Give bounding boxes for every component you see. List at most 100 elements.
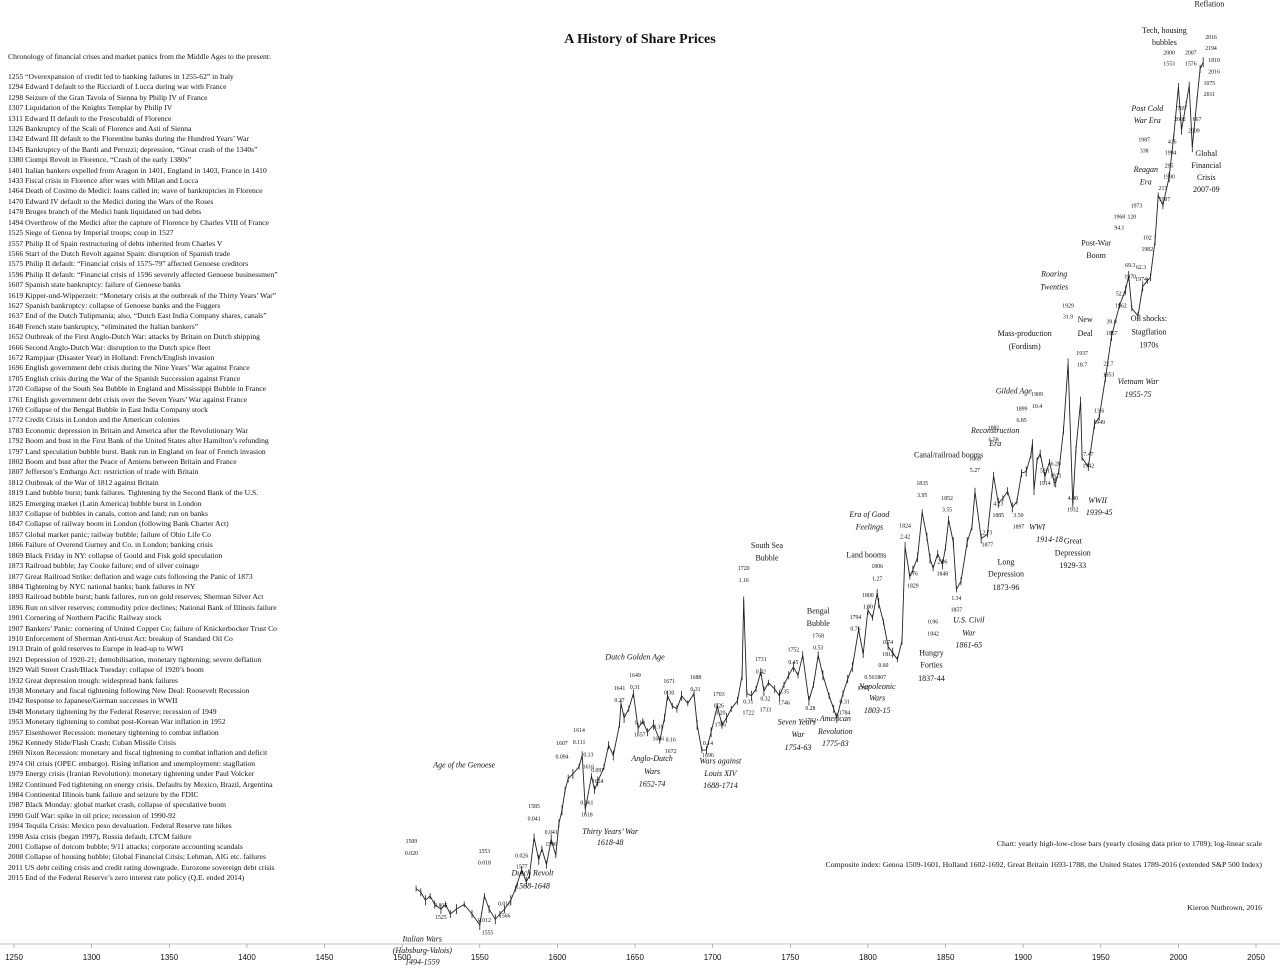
- data-point-label: 2.06: [937, 559, 947, 565]
- data-point-label: 1657: [634, 732, 646, 738]
- era-annotation: Age of the Genoese: [432, 760, 495, 769]
- data-point-label: 2009: [1188, 128, 1200, 134]
- chronology-item: 1797 Land speculation bubble burst. Bank…: [8, 446, 266, 456]
- data-point-label: 1614: [573, 728, 585, 734]
- data-point-label: 69.3: [1125, 263, 1135, 269]
- data-point-label: 0.35: [779, 690, 789, 696]
- era-annotation: Bubble: [755, 554, 779, 563]
- chronology-item: 1311 Edward II default to the Frescobald…: [8, 113, 172, 123]
- chronology-item: 1619 Kipper-und-Wipperzeit: “Monetary cr…: [8, 290, 277, 300]
- data-point-label: 1746: [778, 701, 790, 707]
- data-point-label: 2016: [1208, 69, 1220, 75]
- chronology-item: 1607 Spanish state bankruptcy: failure o…: [8, 280, 181, 290]
- era-annotation: 1775-83: [822, 739, 849, 748]
- data-point-label: 0.31: [743, 699, 753, 705]
- chronology-item: 1294 Edward I default to the Ricciardi o…: [8, 82, 227, 92]
- data-point-label: 1672: [665, 749, 677, 755]
- chronology-item: 1761 English government debt crisis over…: [8, 394, 248, 404]
- data-point-label: 0.13: [583, 753, 593, 759]
- chronology-item: 1525 Siege of Genoa by Imperial troops; …: [8, 228, 174, 238]
- annotation-layer: Age of the Genoese Italian Wars (Habsburg-…: [393, 0, 1225, 966]
- chronology-item: 1720 Collapse of the South Sea Bubble in…: [8, 384, 266, 394]
- price-series-line: [415, 62, 1204, 927]
- era-annotation: bubbles: [1152, 38, 1177, 47]
- data-point-label: 0.60: [878, 663, 888, 669]
- era-annotation: Mass-production: [998, 329, 1052, 338]
- chronology-item: 1932 Great depression trough: widespread…: [8, 675, 178, 685]
- chronology-item: 1401 Italian bankers expelled from Arago…: [8, 165, 267, 175]
- era-annotation: Bubble: [807, 619, 831, 628]
- data-point-label: 0.015: [498, 901, 511, 907]
- data-point-label: 2011: [1204, 92, 1215, 98]
- chronology-item: 1969 Nixon Recession: monetary and fisca…: [8, 748, 268, 758]
- data-point-label: 2.42: [900, 535, 910, 541]
- data-point-label: 1703: [713, 692, 725, 698]
- chronology-item: 1962 Kennedy Slide/Flash Crash; Cuban Mi…: [8, 738, 176, 747]
- chronology-item: 1792 Boom and bust in the First Bank of …: [8, 436, 269, 446]
- era-annotation: 1837-44: [918, 674, 945, 683]
- data-point-label: 1624: [592, 779, 604, 785]
- x-tick-label: 1550: [471, 953, 489, 962]
- chronology-item: 1769 Collapse of the Bengal Bubble in Ea…: [8, 405, 208, 414]
- data-point-label: 1.76: [908, 572, 918, 578]
- era-annotation: 1494-1559: [405, 957, 440, 966]
- x-tick-label: 1350: [160, 953, 178, 962]
- chronology-item: 1884 Tightening by NYC national banks; b…: [8, 581, 196, 591]
- chronology-item: 1637 End of the Dutch Tulipmania; also, …: [8, 311, 267, 321]
- era-annotation: Vietnam War: [1117, 377, 1159, 386]
- data-point-label: 0.16: [666, 738, 676, 744]
- data-point-label: 0.56: [864, 675, 874, 681]
- data-point-label: 667: [1193, 117, 1202, 123]
- chronology-item: 1464 Death of Cosimo de Medici: loans ca…: [8, 186, 263, 196]
- chronology-item: 1979 Energy crisis (Iranian Revolution):…: [8, 769, 255, 779]
- data-point-label: 1.00: [863, 605, 873, 611]
- chronology-item: 2001 Collapse of dotcom bubble; 9/11 att…: [8, 842, 243, 852]
- data-point-label: 0.041: [528, 817, 541, 823]
- data-point-label: 1.34: [951, 596, 961, 602]
- data-point-label: 1957: [1106, 331, 1118, 337]
- chronology-item: 1470 Edward IV default to the Medici dur…: [8, 196, 214, 206]
- chronology-item: 1672 Rampjaar (Disaster Year) in Holland…: [8, 352, 215, 362]
- data-point-label: 31.9: [1063, 315, 1073, 321]
- data-point-label: 13.6: [1094, 409, 1104, 415]
- chronology-item: 1255 “Overexpansion of credit led to ban…: [8, 72, 234, 81]
- data-point-label: 1794: [850, 615, 862, 621]
- chronology-item: 1596 Philip II default: “Financial crisi…: [8, 269, 278, 279]
- chronology-item: 1994 Tequila Crisis: Mexico peso devalua…: [8, 821, 232, 831]
- data-point-label: 1829: [907, 584, 919, 590]
- chronology-item: 1326 Bankruptcy of the Scali of Florence…: [8, 124, 192, 134]
- chart-title: A History of Share Prices: [564, 32, 716, 47]
- era-annotation: 1861-65: [955, 641, 982, 650]
- data-point-label: 1671: [663, 679, 675, 685]
- chronology-heading: Chronology of financial crises and marke…: [8, 52, 271, 61]
- data-point-label: 6.58: [989, 437, 999, 443]
- data-point-label: 0.96: [928, 619, 938, 625]
- data-point-label: 39.0: [1107, 320, 1117, 326]
- chronology-item: 2011 US debt ceiling crisis and credit r…: [8, 862, 275, 872]
- chronology-item: 1825 Emerging market (Latin America) bub…: [8, 498, 202, 508]
- data-point-label: 2194: [1205, 46, 1217, 52]
- data-point-label: 0.020: [405, 851, 418, 857]
- x-tick-label: 1300: [83, 953, 101, 962]
- chronology-item: 2015 End of the Federal Reserve’s zero i…: [8, 873, 245, 883]
- chronology-item: 1837 Collapse of bubbles in canals, cott…: [8, 509, 208, 519]
- chronology-item: 1910 Enforcement of Sherman Anti-trust A…: [8, 633, 233, 643]
- data-point-label: 2000: [1163, 50, 1175, 56]
- data-point-label: 3.55: [942, 507, 952, 513]
- chronology-list: 1255 “Overexpansion of credit led to ban…: [8, 72, 278, 884]
- data-point-label: 1616: [583, 765, 595, 771]
- chronology-item: 1984 Continental Illinois bank failure a…: [8, 790, 199, 800]
- era-annotation: Canal/railroad booms: [914, 451, 983, 460]
- data-point-label: 1525: [435, 915, 447, 921]
- era-annotation: Wars: [869, 694, 885, 703]
- data-point-label: 0.53: [813, 646, 823, 652]
- era-annotation: Stagflation: [1131, 327, 1166, 336]
- data-point-label: 1696: [702, 753, 714, 759]
- data-point-label: 1666: [653, 737, 665, 743]
- data-point-label: 0.18: [653, 724, 663, 730]
- chronology-item: 2008 Collapse of housing bubble; Global …: [8, 852, 266, 862]
- era-annotation: WWII: [1088, 496, 1107, 505]
- data-point-label: 4.40: [1068, 496, 1078, 502]
- era-annotation: South Sea: [751, 541, 784, 550]
- data-point-label: 1921: [1050, 473, 1062, 479]
